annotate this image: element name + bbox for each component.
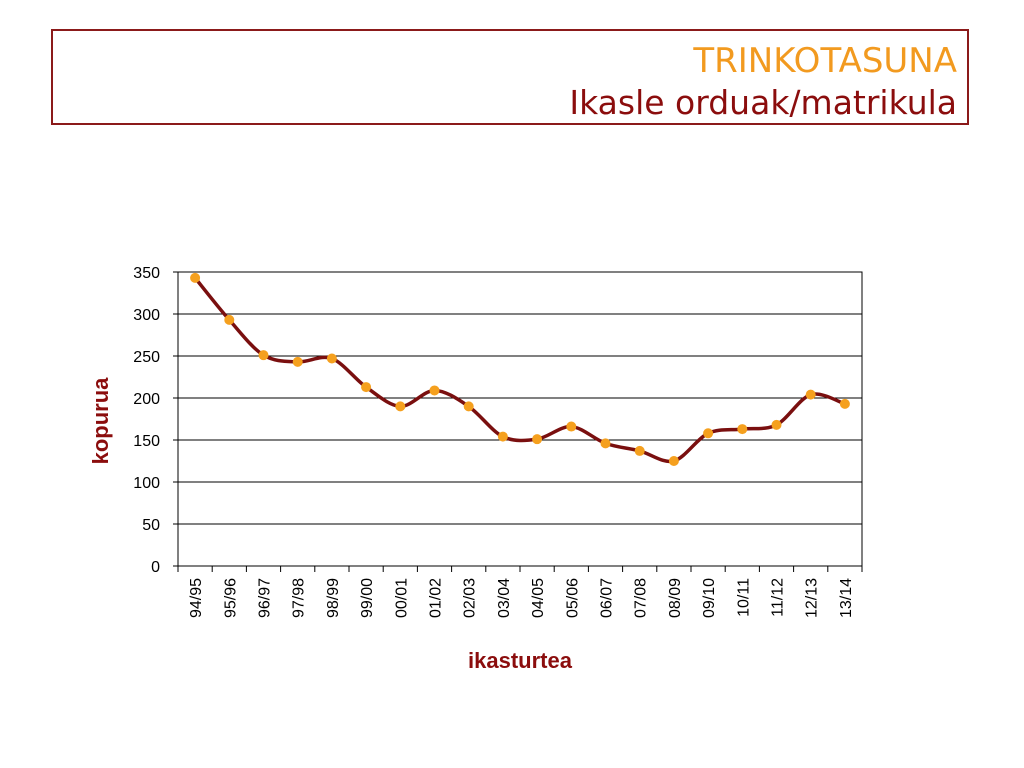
series-line [193,276,847,464]
data-point-06/07 [600,438,611,449]
y-tick-label: 50 [142,517,160,534]
slide-title: TRINKOTASUNA [693,41,957,81]
x-tick-label: 06/07 [599,578,616,618]
x-tick-label: 11/12 [770,578,787,617]
x-tick-label: 98/99 [325,578,342,618]
data-point-13/14 [839,398,850,409]
x-tick-label: 12/13 [804,578,821,618]
x-tick-label: 00/01 [393,578,410,618]
data-point-12/13 [805,389,816,400]
x-tick-label: 13/14 [838,578,855,618]
data-point-99/00 [361,382,372,393]
x-tick-label: 01/02 [428,578,445,618]
data-point-96/97 [258,350,269,361]
data-point-97/98 [292,356,303,367]
y-tick-label: 250 [133,349,160,366]
x-axis-title: ikasturtea [468,648,573,673]
y-tick-label: 150 [133,433,160,450]
y-tick-label: 200 [133,391,160,408]
y-tick-label: 350 [133,265,160,282]
data-point-00/01 [395,401,406,412]
data-point-03/04 [497,431,508,442]
grid-lines [178,271,862,567]
x-tick-label: 96/97 [257,578,274,618]
data-point-10/11 [737,424,748,435]
data-point-05/06 [566,421,577,432]
x-tick-label: 08/09 [667,578,684,618]
y-tick-label: 300 [133,307,160,324]
data-point-01/02 [429,385,440,396]
y-tick-label: 0 [151,559,160,576]
slide-subtitle: Ikasle orduak/matrikula [569,83,957,122]
data-point-07/08 [634,445,645,456]
x-tick-label: 04/05 [530,578,547,618]
data-point-94/95 [190,272,201,283]
x-tick-label: 97/98 [291,578,308,618]
y-tick-label: 100 [133,475,160,492]
data-point-04/05 [532,434,543,445]
data-point-95/96 [224,314,235,325]
x-tick-label: 94/95 [188,578,205,618]
x-tick-label: 95/96 [222,578,239,618]
x-tick-label: 99/00 [359,578,376,618]
data-point-08/09 [668,456,679,466]
series-markers [190,272,850,466]
y-axis-ticks: 0 50 100 150 200 250 300 350 [133,265,178,576]
x-tick-label: 03/04 [496,578,513,618]
y-axis-title: kopurua [88,377,113,465]
data-point-09/10 [703,428,714,439]
x-tick-label: 02/03 [462,578,479,618]
data-point-11/12 [771,419,782,430]
data-point-02/03 [463,401,474,412]
x-tick-label: 07/08 [633,578,650,618]
plot-area-frame [177,271,863,567]
x-tick-label: 09/10 [701,578,718,618]
x-axis-ticks: 94/95 95/96 96/97 97/98 98/99 99/00 00/01 01/02… [177,566,863,618]
x-tick-label: 05/06 [564,578,581,618]
title-box: TRINKOTASUNA Ikasle orduak/matrikula [51,29,969,125]
x-tick-label: 10/11 [735,578,752,617]
data-point-98/99 [326,353,337,364]
